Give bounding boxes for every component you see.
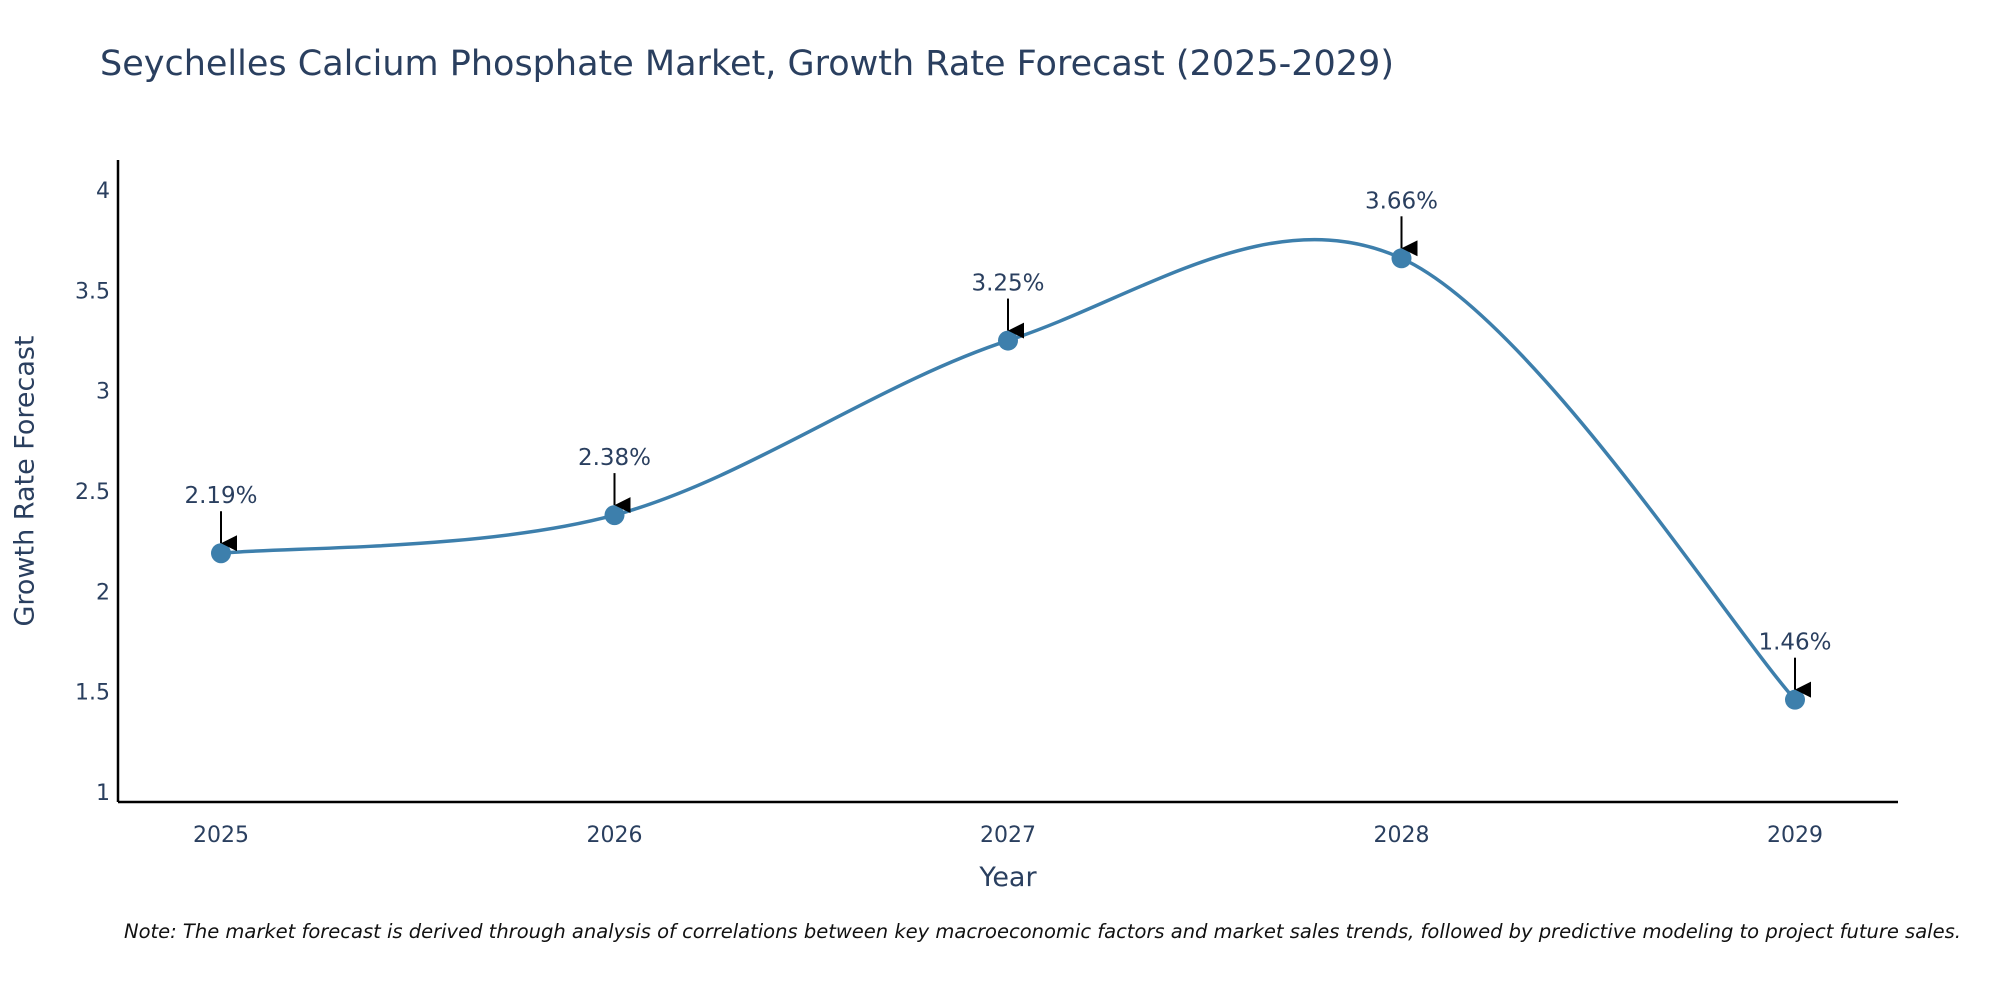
data-point-2025[interactable]: [211, 543, 231, 564]
data-label-2028: 3.66%: [1365, 188, 1438, 214]
data-label-2029: 1.46%: [1758, 630, 1831, 656]
y-tick-label: 2: [96, 580, 110, 605]
x-tick-label: 2026: [587, 823, 643, 848]
x-tick-label: 2029: [1767, 823, 1823, 848]
data-point-2028[interactable]: [1391, 248, 1412, 269]
y-tick-label: 1: [96, 781, 110, 806]
x-tick-label: 2028: [1374, 823, 1430, 848]
series-line: [219, 237, 1797, 702]
y-tick-label: 4: [96, 179, 110, 204]
x-tick-label: 2027: [980, 823, 1036, 848]
x-tick-label: 2025: [193, 823, 249, 848]
chart-note: Note: The market forecast is derived thr…: [124, 920, 1961, 943]
data-label-2025: 2.19%: [184, 483, 257, 509]
data-point-2026[interactable]: [604, 505, 625, 526]
data-point-2027[interactable]: [998, 330, 1018, 351]
y-tick-label: 3.5: [75, 279, 110, 304]
y-tick-label: 1.5: [75, 681, 110, 706]
x-axis-title: Year: [978, 862, 1037, 893]
y-tick-label: 3: [96, 380, 110, 405]
data-point-2029[interactable]: [1785, 689, 1805, 710]
y-axis-title: Growth Rate Forecast: [10, 335, 41, 626]
data-label-2026: 2.38%: [578, 445, 651, 471]
y-tick-label: 2.5: [75, 480, 110, 505]
chart-title: Seychelles Calcium Phosphate Market, Gro…: [100, 44, 1394, 84]
data-label-2027: 3.25%: [971, 271, 1044, 297]
